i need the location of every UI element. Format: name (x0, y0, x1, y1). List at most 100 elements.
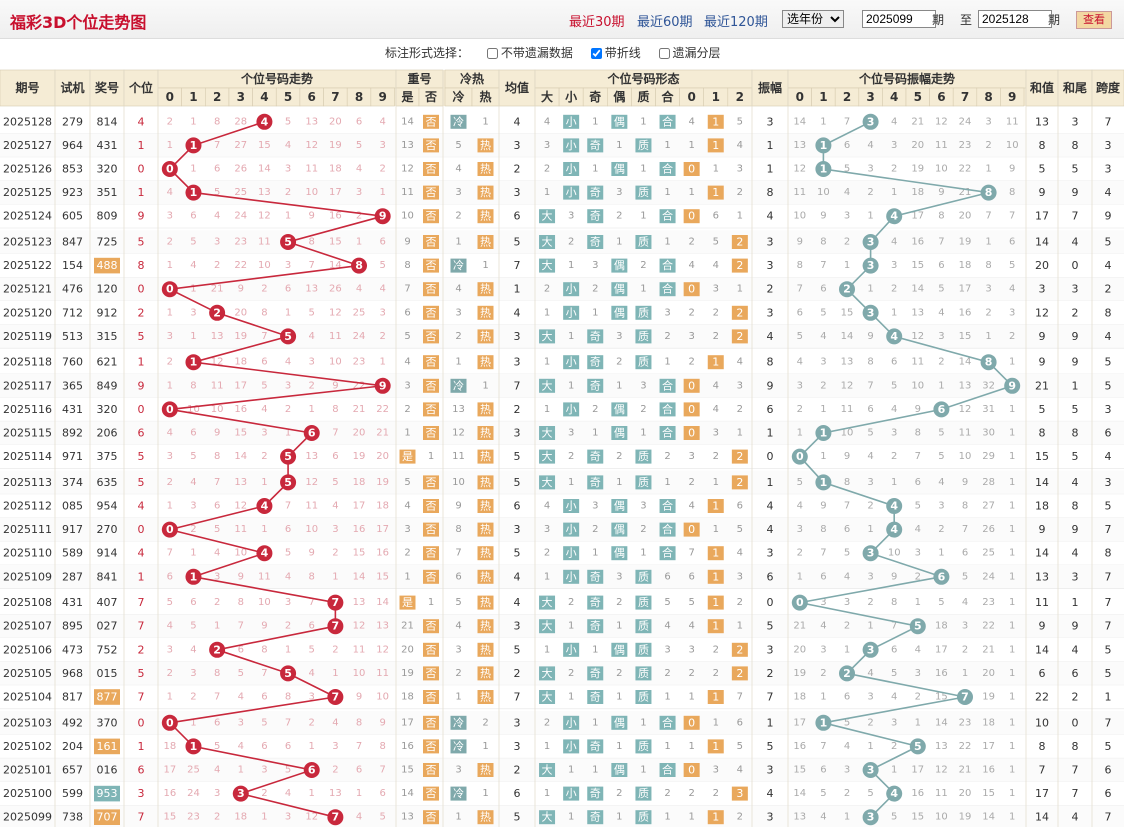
amp-cell: 4 (767, 787, 774, 800)
query-button[interactable]: 查看 (1076, 11, 1112, 29)
repeat-mark (423, 666, 439, 681)
form-mark (587, 138, 604, 153)
form-mark (707, 569, 724, 584)
amptrend-omission: 9 (867, 331, 873, 342)
form-cell: 1 (640, 164, 646, 175)
amptrend-omission: 1 (844, 644, 850, 655)
link-recent-30[interactable]: 最近30期 (569, 15, 625, 30)
trend-omission: 13 (376, 621, 389, 632)
ones-ball-label: 7 (332, 596, 340, 609)
repeat-cell: 否 (426, 500, 437, 513)
amp-ball (862, 234, 879, 250)
form-cell: 2 (664, 788, 670, 799)
option-polyline[interactable]: 带折线 (590, 46, 641, 60)
option-polyline-checkbox[interactable] (590, 48, 602, 59)
form-cell: 1 (713, 477, 719, 488)
form-cell: 2 (592, 284, 598, 295)
form-cell: 质 (638, 476, 649, 489)
trend-omission: 11 (234, 524, 247, 535)
trend-omission: 3 (190, 501, 196, 512)
form-mark (683, 402, 700, 417)
link-recent-60[interactable]: 最近60期 (637, 15, 693, 30)
amptrend-omission: 1 (867, 524, 873, 535)
sumtail-cell: 2 (1072, 691, 1079, 704)
repeat-cell: 2 (404, 404, 410, 415)
amptrend-omission: 5 (938, 451, 944, 462)
amptrend-omission: 32 (982, 380, 995, 391)
trend-digit-9: 9 (378, 90, 386, 104)
form-cell: 1 (616, 692, 622, 703)
amptrend-omission: 23 (959, 717, 972, 728)
repeat-mark (423, 763, 439, 777)
option-layered-checkbox[interactable] (658, 48, 670, 59)
amptrend-omission: 1 (1009, 501, 1015, 512)
trend-omission: 4 (332, 717, 338, 728)
trial-cell: 738 (62, 811, 83, 824)
form-cell: 奇 (590, 379, 601, 392)
trend-omission: 5 (214, 741, 220, 752)
trend-omission: 15 (163, 812, 176, 823)
prize-cell: 270 (97, 523, 118, 536)
coldhot-mark (477, 185, 494, 200)
form-cell: 奇 (590, 356, 601, 369)
amptrend-omission: 11 (793, 187, 806, 198)
form-mark (563, 305, 580, 320)
amptrend-omission: 2 (844, 788, 850, 799)
trend-omission: 3 (167, 644, 173, 655)
form-cell: 4 (737, 357, 743, 368)
amptrend-omission: 1 (1009, 428, 1015, 439)
amp-ball (933, 568, 950, 585)
trend-omission: 15 (329, 237, 342, 248)
avg-cell: 3 (514, 356, 521, 369)
trend-digit-1: 1 (189, 90, 197, 104)
form-mark (563, 546, 580, 561)
form-cell: 2 (736, 667, 743, 680)
form-cell: 1 (592, 548, 598, 559)
from-issue-input[interactable] (862, 10, 936, 28)
form-mark (611, 282, 628, 297)
amptrend-omission: 10 (793, 211, 806, 222)
option-no-omission[interactable]: 不带遗漏数据 (486, 46, 573, 60)
ones-ball (327, 689, 344, 705)
coldhot-mark (450, 786, 467, 801)
form-cell: 奇 (590, 787, 601, 800)
amptrend-omission: 16 (911, 237, 924, 248)
trend-omission: 18 (329, 164, 342, 175)
table-row (0, 444, 1124, 469)
coldhot-cell: 1 (482, 116, 488, 127)
trend-digit-9-cell (370, 87, 395, 107)
trial-cell: 760 (62, 356, 83, 369)
ones-cell: 7 (138, 596, 145, 609)
amp-ball-label: 2 (843, 667, 851, 680)
trend-omission: 17 (329, 187, 342, 198)
coldhot-mark (477, 426, 494, 440)
link-recent-120[interactable]: 最近120期 (704, 15, 768, 30)
option-layered[interactable]: 遗漏分层 (658, 46, 721, 60)
trend-omission: 19 (353, 451, 366, 462)
avg-cell: 3 (514, 330, 521, 343)
to-issue-input[interactable] (978, 10, 1052, 28)
amptrend-omission: 9 (820, 211, 826, 222)
form-mark (563, 642, 580, 657)
form-mark (539, 595, 556, 610)
trial-cell: 513 (62, 330, 83, 343)
year-select[interactable]: 选年份 (782, 10, 844, 28)
trend-omission: 23 (187, 812, 200, 823)
trend-omission: 3 (238, 717, 244, 728)
table-row (0, 180, 1124, 205)
ones-ball (185, 354, 202, 371)
repeat-mark (423, 329, 439, 344)
form-cell: 5 (664, 597, 670, 608)
form-mark (659, 715, 676, 730)
form-cell: 合 (662, 114, 673, 128)
sum-cell: 9 (1039, 356, 1046, 369)
form-cell: 0 (688, 379, 695, 392)
sum-cell: 11 (1035, 596, 1049, 609)
trend-omission: 2 (309, 380, 315, 391)
repeat-mark (423, 114, 439, 129)
option-no-omission-checkbox[interactable] (486, 48, 498, 59)
ones-ball (303, 762, 320, 778)
form-cell: 大 (542, 258, 553, 272)
trend-omission: 2 (285, 187, 291, 198)
form-cell: 5 (688, 597, 694, 608)
